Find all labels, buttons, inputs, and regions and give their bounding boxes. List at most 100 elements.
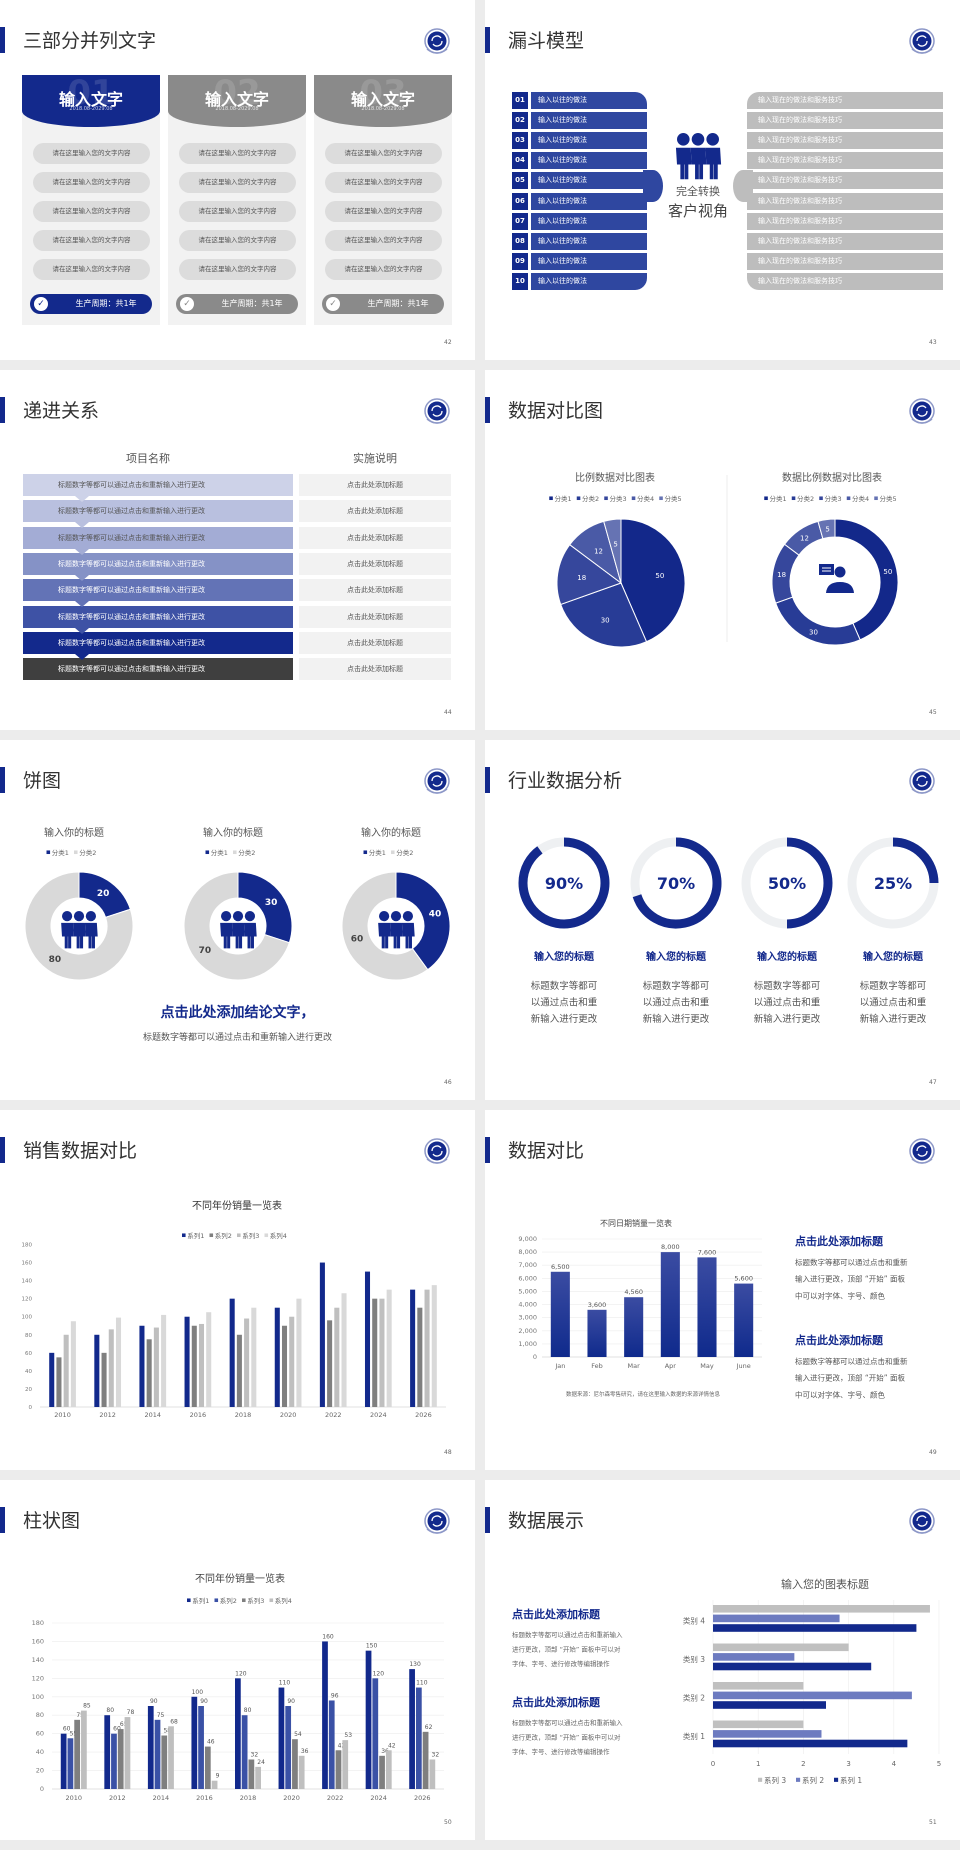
- card-item: 请在这里输入您的文字内容: [179, 172, 296, 193]
- pie-slice: [774, 596, 861, 646]
- row-note[interactable]: 点击此处添加标题: [299, 500, 451, 523]
- progress-arc: [632, 837, 722, 929]
- y-tick-label: 5,000: [518, 1287, 537, 1295]
- emblem-logo: [909, 1508, 935, 1534]
- card-footer: ✓ 生产周期：共1年: [176, 294, 298, 314]
- percent-value: 70%: [657, 874, 695, 893]
- legend-swatch: [205, 850, 210, 855]
- page-number: 51: [929, 1819, 937, 1826]
- current-practice-item: 输入现在的做法和服务技巧: [747, 172, 943, 190]
- bar-系列3: [422, 1731, 429, 1789]
- data-label: 9: [216, 1773, 220, 1780]
- legend-swatch: [74, 850, 78, 855]
- bar-系列3: [292, 1739, 298, 1789]
- slide-title: 漏斗模型: [508, 30, 585, 52]
- person-head: [706, 133, 719, 146]
- x-tick-label: 2022: [325, 1411, 342, 1419]
- slide-49[interactable]: 数据对比 49 不同日期销量一览表 0 1,000 2,000 3,000 4,000 5,00…: [485, 1110, 960, 1470]
- row-note[interactable]: 点击此处添加标题: [299, 526, 451, 549]
- slide-42[interactable]: 三部分并列文字 42 01 输入文字 2018.08-2029.08 请在这里输入您的文字…: [0, 0, 475, 360]
- y-tick-label: 8,000: [518, 1248, 537, 1256]
- bar-系列3: [74, 1719, 81, 1789]
- slide-43[interactable]: 漏斗模型 43 01 输入以往的做法 输入现在的做法和服务技巧 02 输入以往的做法 输入现在…: [485, 0, 960, 360]
- progression-row: 标题数字等都可以通过点击和重新输入进行更改: [23, 526, 293, 555]
- row-note[interactable]: 点击此处添加标题: [299, 552, 451, 575]
- card-header: 01 输入文字 2018.08-2029.08: [22, 73, 160, 127]
- bar-系列1: [713, 1701, 826, 1709]
- person-head: [232, 911, 244, 922]
- y-tick-label: 180: [22, 1243, 33, 1249]
- bar-系列1: [147, 1706, 154, 1789]
- logo-ribbon: [911, 418, 933, 424]
- legend-label: 分类5: [664, 494, 681, 503]
- block-heading: 点击此处添加标题: [512, 1695, 601, 1709]
- data-label: 5,600: [734, 1275, 753, 1283]
- bar-系列4: [341, 1293, 347, 1407]
- bar-系列2: [191, 1325, 197, 1407]
- card-number: 01: [67, 73, 115, 113]
- pie-slice: [183, 871, 290, 981]
- y-tick-label: 20: [25, 1387, 32, 1393]
- legend-swatch: [819, 496, 823, 501]
- row-text: 标题数字等都可以通过点击和重新输入进行更改: [58, 559, 205, 568]
- emblem-logo: [424, 398, 450, 424]
- row-note[interactable]: 点击此处添加标题: [299, 658, 451, 681]
- slide-50[interactable]: 柱状图 50 不同年份销量一览表 系列1 系列2 系列3 系列4 0 20 40 60 80 100 12…: [0, 1480, 475, 1840]
- slide-48[interactable]: 销售数据对比 48 不同年份销量一览表 系列1 系列2 系列3 系列4 0 20 40 60 80 10…: [0, 1110, 475, 1470]
- bar-系列3: [334, 1307, 340, 1407]
- bar-系列2: [713, 1691, 912, 1700]
- card-date: 2018.08-2029.08: [69, 106, 113, 112]
- x-tick-label: Mar: [628, 1362, 641, 1370]
- slide-title: 数据对比: [508, 1140, 585, 1162]
- slide-44[interactable]: 递进关系 44 项目名称 实施说明 标题数字等都可以通过点击和重新输入进行更改 点击此处添…: [0, 370, 475, 730]
- logo-swirl: [916, 1145, 928, 1157]
- bar-系列1: [713, 1739, 908, 1748]
- past-practice-item: 输入以往的做法: [531, 232, 647, 250]
- progression-row: 标题数字等都可以通过点击和重新输入进行更改: [23, 500, 293, 529]
- card-item: 请在这里输入您的文字内容: [179, 230, 296, 251]
- slide-47[interactable]: 行业数据分析 47 90% 输入您的标题 标题数字等都可 以通过点击和重 新输入进行更改 70…: [485, 740, 960, 1100]
- bar-系列4: [251, 1307, 257, 1407]
- card-item: 请在这里输入您的文字内容: [325, 172, 442, 193]
- slide-45[interactable]: 数据对比图 45 比例数据对比图表 数据比例数据对比图表 分类1 分类2 分类3 分类4 分类5…: [485, 370, 960, 730]
- bar-系列2: [285, 1706, 292, 1789]
- x-tick-label: 5: [937, 1760, 941, 1768]
- bar-系列3: [244, 1318, 250, 1407]
- row-note[interactable]: 点击此处添加标题: [299, 605, 451, 628]
- legend-swatch: [764, 496, 768, 501]
- card-item: 请在这里输入您的文字内容: [179, 143, 296, 164]
- current-practice-item: 输入现在的做法和服务技巧: [747, 212, 943, 230]
- row-note[interactable]: 点击此处添加标题: [299, 474, 451, 496]
- chart-title: 输入您的图表标题: [781, 1577, 869, 1591]
- data-label: 60: [351, 935, 364, 945]
- card-item: 请在这里输入您的文字内容: [33, 259, 150, 280]
- legend-label: 系列1: [187, 1231, 204, 1240]
- center-icon-layer: [675, 133, 722, 180]
- metric-description: 以通过点击和重: [643, 997, 710, 1009]
- bar-系列2: [154, 1719, 161, 1789]
- row-note[interactable]: 点击此处添加标题: [299, 631, 451, 654]
- metric-description: 新输入进行更改: [754, 1013, 821, 1025]
- metric-heading: 输入您的标题: [646, 950, 707, 963]
- person-head: [221, 911, 232, 922]
- current-practice-item: 输入现在的做法和服务技巧: [747, 252, 943, 270]
- logo-swirl: [916, 405, 928, 417]
- legend-swatch: [269, 1598, 274, 1603]
- block-text: 标题数字等都可以通过点击和重新输入: [512, 1630, 623, 1639]
- past-practice-item: 输入以往的做法: [531, 192, 647, 210]
- x-tick-label: 2026: [415, 1411, 432, 1419]
- bar-系列1: [229, 1298, 235, 1407]
- bar-系列2: [415, 1687, 422, 1789]
- bar-系列1: [364, 1271, 371, 1407]
- data-label: 36: [381, 1748, 389, 1755]
- row-note[interactable]: 点击此处添加标题: [299, 579, 451, 602]
- progression-row: 标题数字等都可以通过点击和重新输入进行更改: [23, 658, 293, 681]
- logo-core: [427, 1511, 447, 1531]
- data-label: 53: [344, 1732, 352, 1739]
- conclusion-heading[interactable]: 点击此处添加结论文字，: [160, 1005, 315, 1021]
- slide-46[interactable]: 饼图 46 输入你的标题 分类1 分类2 20 80 输入你的标题 分类1 分类2 30 70 输入你的…: [0, 740, 475, 1100]
- block-text: 标题数字等都可以通过点击和重新: [795, 1257, 908, 1267]
- slide-51[interactable]: 数据展示 51 输入您的图表标题 0 1 2 3 4 5 类别 1 类别 2 类别 3 类别 4 系列 3…: [485, 1480, 960, 1840]
- pie-slice: [24, 871, 134, 981]
